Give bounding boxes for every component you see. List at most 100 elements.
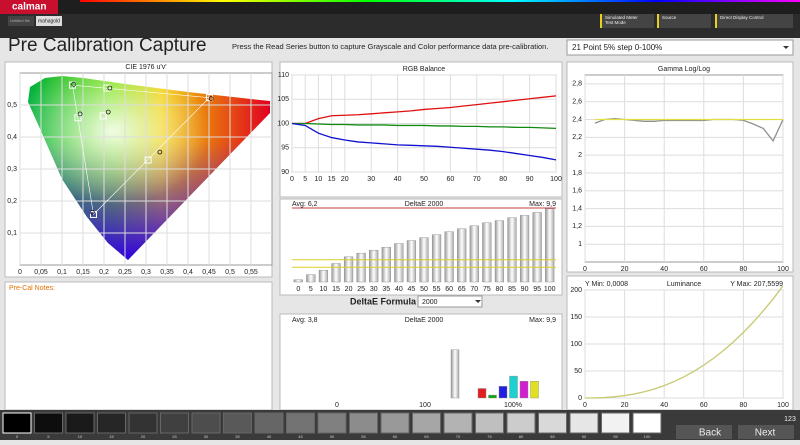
x-tick-label: 25 xyxy=(357,286,365,293)
x-tick-label: 80 xyxy=(496,286,504,293)
x-tick-label: 100 xyxy=(550,176,562,183)
x-tick-label: 100 xyxy=(777,402,789,409)
x-axis-label: 100% xyxy=(504,402,522,409)
swatch[interactable] xyxy=(65,412,95,434)
swatch-label: 5 xyxy=(47,434,50,439)
series-line xyxy=(292,95,557,125)
y-tick-label: 2,8 xyxy=(572,81,582,88)
x-tick-label: 15 xyxy=(332,286,340,293)
y-tick-label: 2,4 xyxy=(572,116,582,123)
y-tick-label: 110 xyxy=(278,72,289,79)
series-dropdown[interactable] xyxy=(566,39,794,56)
x-tick-label: 50 xyxy=(420,286,428,293)
swatch-label: 30 xyxy=(204,434,209,439)
luminance-panel xyxy=(566,275,794,411)
x-tick-label: 35 xyxy=(382,286,390,293)
swatch-label: 60 xyxy=(393,434,398,439)
control-dropdown[interactable] xyxy=(657,14,711,28)
control-label: Test Mode xyxy=(605,20,626,25)
y-tick-label: 0,5 xyxy=(7,102,17,109)
y-tick-label: 1,8 xyxy=(572,170,582,177)
swatch[interactable] xyxy=(443,412,473,434)
swatch[interactable] xyxy=(128,412,158,434)
swatch[interactable] xyxy=(506,412,536,434)
formula-dropdown[interactable] xyxy=(417,295,483,308)
measured-point xyxy=(157,149,163,155)
tab[interactable] xyxy=(8,16,34,26)
swatch-label: 0 xyxy=(16,434,19,439)
control-marker xyxy=(600,14,602,28)
back-button[interactable] xyxy=(676,425,732,439)
x-tick-label: 0,35 xyxy=(160,269,174,276)
max: Max: 9,9 xyxy=(529,317,556,324)
x-tick-label: 20 xyxy=(621,402,629,409)
y-tick-label: 0,3 xyxy=(7,166,17,173)
panel-title: DeltaE 2000 xyxy=(405,201,444,208)
swatch[interactable] xyxy=(380,412,410,434)
control-dropdown[interactable] xyxy=(715,14,793,28)
swatch[interactable] xyxy=(349,412,378,434)
control-marker xyxy=(657,14,659,28)
dropdown-arrow xyxy=(475,300,481,303)
swatch[interactable] xyxy=(97,412,126,434)
swatch[interactable] xyxy=(538,412,567,434)
tab[interactable] xyxy=(36,16,62,26)
control-dropdown[interactable] xyxy=(600,14,654,28)
logo: calman xyxy=(12,2,46,13)
bar xyxy=(293,279,303,283)
panel-title: RGB Balance xyxy=(403,66,446,73)
bar xyxy=(519,381,529,399)
swatch-label: 20 xyxy=(141,434,146,439)
measured-point xyxy=(89,209,95,215)
swatch[interactable] xyxy=(34,412,63,434)
x-tick-label: 80 xyxy=(740,266,748,273)
swatch-label: 65 xyxy=(424,434,429,439)
x-tick-label: 0,25 xyxy=(118,269,132,276)
swatch-label: 55 xyxy=(361,434,366,439)
bar xyxy=(545,208,555,283)
swatch[interactable] xyxy=(569,412,599,434)
x-tick-label: 80 xyxy=(499,176,507,183)
x-tick-label: 40 xyxy=(660,266,668,273)
swatch[interactable] xyxy=(632,412,662,434)
swatch[interactable] xyxy=(2,412,32,434)
x-tick-label: 70 xyxy=(470,286,478,293)
bar xyxy=(498,386,508,399)
target-marker xyxy=(144,156,152,164)
deltae-color-panel xyxy=(279,313,563,411)
swatch[interactable] xyxy=(191,412,221,434)
swatch-label: 15 xyxy=(109,434,114,439)
x-tick-label: 0,3 xyxy=(141,269,151,276)
next-button[interactable] xyxy=(738,425,794,439)
x-tick-label: 0,5 xyxy=(225,269,235,276)
swatch[interactable] xyxy=(160,412,189,434)
x-tick-label: 60 xyxy=(447,176,455,183)
control-label: Simulated Meter xyxy=(605,15,638,20)
swatch[interactable] xyxy=(475,412,504,434)
swatch[interactable] xyxy=(412,412,441,434)
swatch[interactable] xyxy=(286,412,315,434)
x-tick-label: 40 xyxy=(660,402,668,409)
swatch[interactable] xyxy=(223,412,252,434)
swatch[interactable] xyxy=(317,412,347,434)
y-tick-label: 2,6 xyxy=(572,99,582,106)
x-tick-label: 0 xyxy=(18,269,22,276)
x-tick-label: 100 xyxy=(777,266,789,273)
swatch-label: 90 xyxy=(582,434,587,439)
control-label: Source xyxy=(662,15,677,20)
panel-title: CIE 1976 u'v' xyxy=(125,64,166,71)
x-tick-label: 45 xyxy=(408,286,416,293)
swatch[interactable] xyxy=(254,412,284,434)
bar xyxy=(331,263,341,283)
swatch-label: 50 xyxy=(330,434,335,439)
x-tick-label: 0 xyxy=(583,402,587,409)
x-tick-label: 15 xyxy=(328,176,336,183)
panel-title: DeltaE 2000 xyxy=(405,317,444,324)
x-tick-label: 0,05 xyxy=(34,269,48,276)
gamut-triangle xyxy=(72,84,211,216)
x-tick-label: 0,45 xyxy=(202,269,216,276)
bar xyxy=(306,274,316,283)
x-tick-label: 0,55 xyxy=(244,269,258,276)
swatch[interactable] xyxy=(601,412,630,434)
